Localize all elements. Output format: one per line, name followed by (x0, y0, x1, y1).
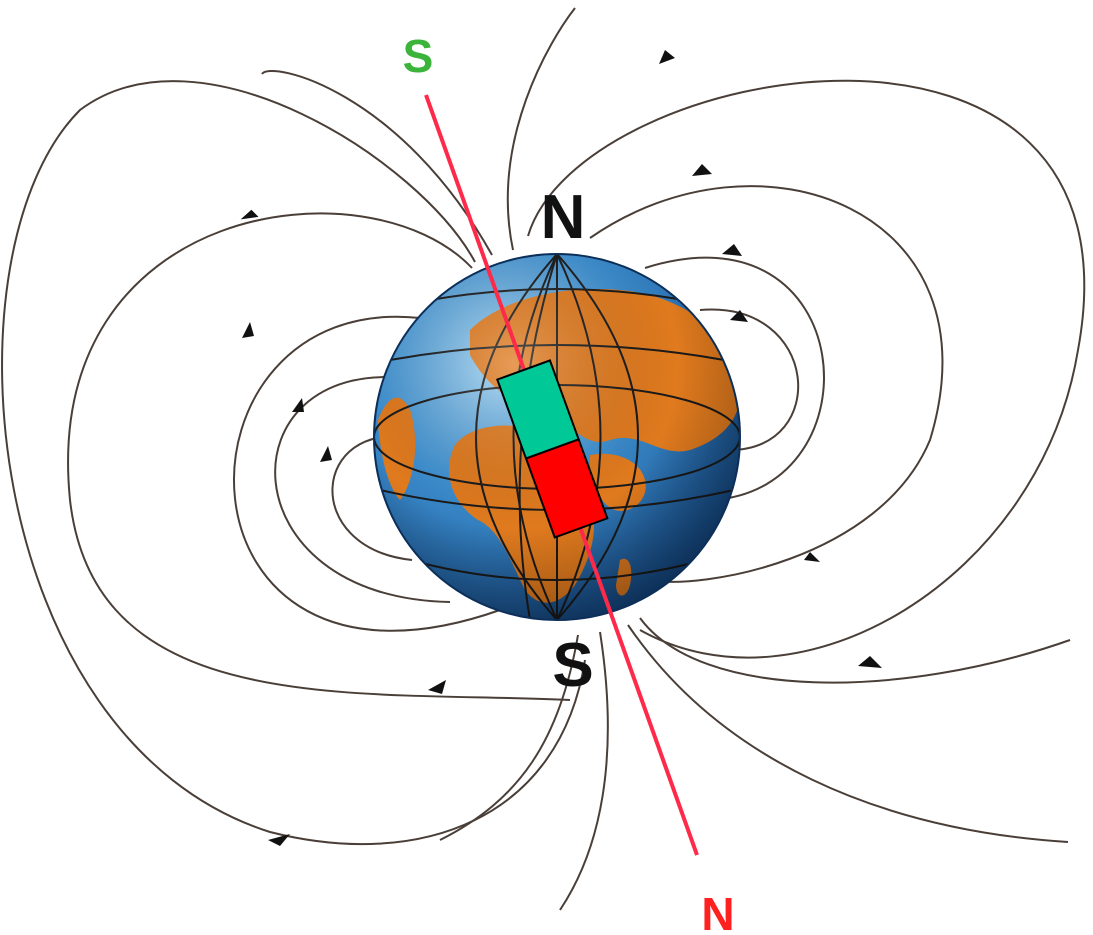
geo-north-label: N (541, 183, 586, 252)
arrow-icon (240, 209, 259, 220)
field-line-left-3 (233, 315, 501, 632)
field-line-top-1 (506, 7, 576, 251)
field-arrows (240, 50, 882, 846)
mag-axis-top-label: S (403, 30, 434, 82)
arrow-icon (858, 656, 882, 668)
field-line-bottom-2 (627, 624, 1069, 843)
arrow-icon (292, 398, 304, 412)
arrow-icon (730, 310, 748, 322)
bar-magnet-icon (496, 359, 609, 539)
field-lines (1, 7, 1086, 911)
field-line-bottom-1 (639, 617, 1071, 684)
field-line-right-3 (589, 185, 944, 583)
field-line-left-2 (274, 376, 451, 603)
mag-axis-bottom-label: N (701, 888, 734, 935)
arrow-icon (692, 164, 712, 176)
arrow-icon (804, 552, 820, 562)
field-line-left-4 (67, 212, 571, 701)
field-line-right-4 (527, 79, 1086, 659)
arrow-icon (268, 834, 290, 846)
arrow-icon (722, 244, 742, 256)
geo-south-label: S (552, 631, 593, 700)
field-line-left-6 (261, 70, 493, 256)
arrow-icon (320, 446, 332, 462)
field-line-bottom-3 (559, 631, 609, 911)
arrow-icon (659, 50, 675, 64)
arrow-icon (242, 322, 254, 338)
field-line-bottom-4 (439, 634, 579, 841)
field-line-right-2 (644, 256, 825, 501)
field-line-left-5 (1, 80, 586, 846)
arrow-icon (428, 680, 446, 694)
magnet-north-half (524, 438, 609, 539)
